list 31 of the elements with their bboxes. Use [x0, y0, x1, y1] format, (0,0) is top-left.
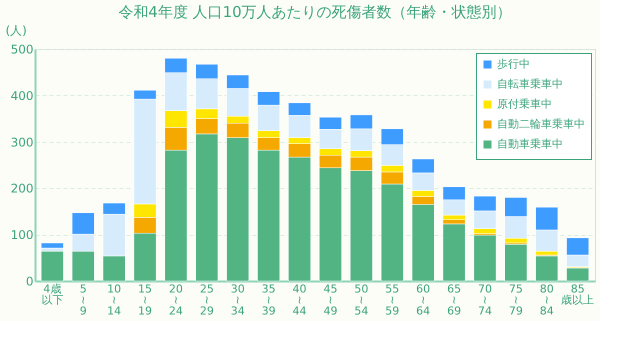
x-tick-label: 20 ≀ 24 [168, 282, 183, 318]
x-tick-label: 30 ≀ 34 [230, 282, 245, 318]
x-tick-label: 25 ≀ 29 [200, 282, 214, 318]
x-tick-label: 5 ≀ 9 [80, 282, 87, 318]
x-tick-label: 40 ≀ 44 [292, 282, 307, 318]
x-tick-label: 85歳以上 [561, 282, 594, 306]
x-tick-label: 35 ≀ 39 [262, 282, 276, 318]
legend-label: 自転車乗車中 [497, 78, 563, 90]
x-tick-label: 70 ≀ 74 [478, 282, 492, 318]
y-tick-label: 200 [10, 182, 34, 196]
y-axis-title: (人) [6, 24, 27, 38]
y-tick-label: 300 [10, 135, 34, 150]
x-tick-label: 10 ≀ 14 [107, 282, 122, 318]
y-tick-label: 400 [10, 88, 34, 103]
legend-label: 原付乗車中 [497, 98, 552, 110]
x-tick-label: 75 ≀ 79 [508, 282, 523, 318]
x-tick-label: 80 ≀ 84 [540, 282, 554, 318]
y-tick-label: 500 [10, 42, 34, 56]
y-tick-label: 0 [26, 274, 34, 288]
x-tick-label: 45 ≀ 49 [323, 282, 338, 318]
legend-label: 歩行中 [497, 58, 530, 70]
x-tick-label: 15 ≀ 19 [138, 282, 152, 318]
y-tick-label: 100 [10, 228, 34, 242]
legend-label: 自動車乗車中 [497, 138, 563, 150]
x-tick-label: 65 ≀ 69 [447, 282, 462, 318]
chart-title: 令和4年度 人口10万人あたりの死傷者数（年齢・状態別） [118, 3, 512, 21]
legend-label: 自動二輪車乗車中 [497, 118, 585, 130]
x-tick-label: 60 ≀ 64 [416, 282, 430, 318]
x-tick-label: 55 ≀ 59 [385, 282, 400, 318]
x-tick-label: 4歳以下 [41, 282, 64, 306]
x-tick-label: 50 ≀ 54 [354, 282, 368, 318]
